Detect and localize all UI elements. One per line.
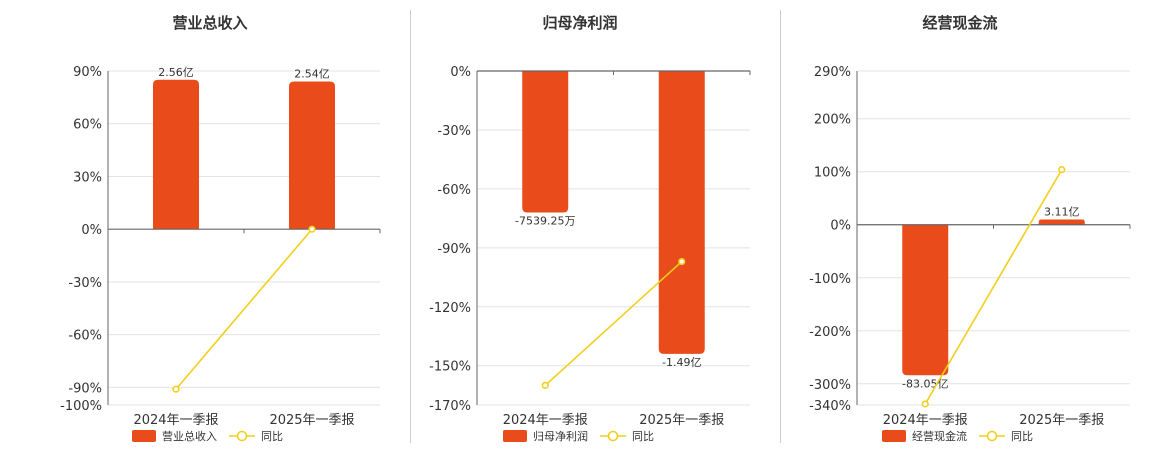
yoy-line xyxy=(544,260,683,386)
y-tick-label: 100% xyxy=(814,166,851,181)
x-tick-label: 2024年一季报 xyxy=(883,413,968,428)
bar xyxy=(289,81,335,230)
bar-data-label: 3.11亿 xyxy=(1044,205,1080,218)
legend-line-marker xyxy=(607,430,619,442)
legend-bar-swatch xyxy=(882,430,906,442)
bar-data-label: 2.54亿 xyxy=(294,68,330,81)
y-tick-label: -90% xyxy=(68,381,102,396)
chart-panel-2: 归母净利润 0% -30% -60% -90% -120% -150% -170% -7539.… xyxy=(429,14,751,443)
yoy-point xyxy=(678,257,686,266)
x-tick-label: 2025年一季报 xyxy=(269,413,354,428)
y-tick-label: 200% xyxy=(814,113,851,128)
y-tick-label: -340% xyxy=(809,399,851,414)
y-tick-label: -170% xyxy=(429,399,471,414)
bar xyxy=(522,71,569,213)
y-tick-label: 0% xyxy=(450,65,471,80)
legend-bar-swatch xyxy=(132,430,156,442)
bar xyxy=(1038,219,1085,225)
y-tick-label: -150% xyxy=(429,360,471,375)
bar-data-label: -7539.25万 xyxy=(515,214,575,227)
bar-data-label: 2.56亿 xyxy=(158,66,194,79)
y-tick-label: -60% xyxy=(68,329,102,344)
bar-data-label: -1.49亿 xyxy=(662,356,701,369)
x-tick-label: 2025年一季报 xyxy=(1019,413,1104,428)
yoy-point xyxy=(1058,166,1066,174)
yoy-point xyxy=(541,381,549,389)
chart-panel-1: 营业总收入 90% 60% 30% 0% -30% -60% -90% -100% 2.56亿 2.… xyxy=(60,14,381,443)
y-tick-label: -100% xyxy=(809,272,851,287)
y-tick-label: -120% xyxy=(429,301,471,316)
y-tick-label: -300% xyxy=(809,378,851,393)
y-tick-label: 0% xyxy=(81,223,102,238)
legend-bar-label: 营业总收入 xyxy=(162,429,217,443)
y-tick-label: 0% xyxy=(830,219,851,234)
y-tick-label: -100% xyxy=(60,399,102,414)
y-tick-label: 90% xyxy=(73,65,102,80)
chart-title: 营业总收入 xyxy=(172,14,247,32)
y-tick-label: 60% xyxy=(73,118,102,133)
bar-data-label: -83.05亿 xyxy=(902,377,948,390)
y-tick-label: -90% xyxy=(437,242,471,257)
bar xyxy=(658,71,705,354)
chart-title: 归母净利润 xyxy=(542,14,617,32)
legend-bar-label: 归母净利润 xyxy=(533,429,588,443)
y-tick-label: -200% xyxy=(809,325,851,340)
chart-panel-3: 经营现金流 290% 200% 100% 0% -100% -200% -300% -340% -… xyxy=(809,14,1131,443)
x-tick-label: 2024年一季报 xyxy=(133,413,218,428)
y-tick-label: -60% xyxy=(437,183,471,198)
x-tick-label: 2025年一季报 xyxy=(639,413,724,428)
legend-line-label: 同比 xyxy=(632,430,654,443)
yoy-point xyxy=(921,400,929,408)
yoy-line xyxy=(175,228,313,390)
bar xyxy=(153,79,199,230)
bar xyxy=(902,224,949,376)
legend-line-label: 同比 xyxy=(1011,430,1033,443)
x-tick-label: 2024年一季报 xyxy=(503,413,588,428)
legend-bar-label: 经营现金流 xyxy=(912,429,967,443)
yoy-point xyxy=(172,385,180,393)
y-tick-label: 30% xyxy=(73,170,102,185)
yoy-line xyxy=(924,169,1063,405)
chart-title: 经营现金流 xyxy=(922,14,997,32)
legend-line-marker xyxy=(986,430,998,442)
legend-line-marker xyxy=(236,430,248,442)
y-tick-label: 290% xyxy=(814,65,851,80)
legend-line-label: 同比 xyxy=(261,430,283,443)
y-tick-label: -30% xyxy=(68,276,102,291)
yoy-point xyxy=(308,225,316,233)
y-tick-label: -30% xyxy=(437,124,471,139)
legend-bar-swatch xyxy=(503,430,527,442)
